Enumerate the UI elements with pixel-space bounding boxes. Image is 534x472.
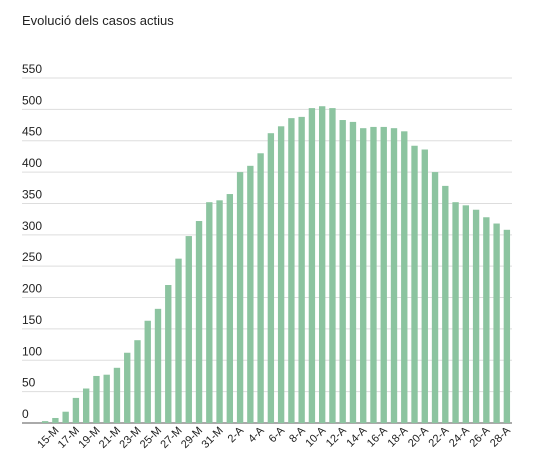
y-tick-label: 150 [22,313,42,327]
x-tick-label: 20-A [406,424,431,449]
bar [431,172,439,423]
bar [370,126,377,423]
bar [318,106,326,424]
bar [339,120,346,423]
bar [154,308,162,423]
y-tick-label: 400 [22,156,42,170]
bar [421,149,428,423]
x-tick-label: 19-M [76,425,102,451]
bar [503,229,511,423]
x-tick-label: 25-M [138,425,164,451]
bar [462,205,470,423]
bars [41,106,511,424]
x-tick-label: 21-M [97,425,123,451]
x-tick-label: 12-A [324,424,349,449]
bar [483,217,490,423]
bar [349,121,357,423]
bar [236,172,244,423]
x-tick-label: 28-A [488,424,513,449]
bar [62,411,69,423]
bar [82,388,90,423]
bar [93,375,100,423]
bar [226,194,234,423]
x-tick-label: 16-A [365,424,390,449]
y-axis-ticks: 0 50 100 150 200 250 300 350 400 450 500 550 [22,62,42,421]
bar [360,128,367,423]
bar [216,200,223,423]
bar [308,108,316,423]
bar [144,320,151,423]
bar [472,209,480,423]
x-tick-label: 31-M [199,425,225,451]
y-tick-label: 300 [22,219,42,233]
bar [195,221,203,423]
x-tick-label: 24-A [447,424,472,449]
bar [329,108,336,423]
y-tick-label: 250 [22,250,42,264]
bar [401,131,408,423]
grid-lines [22,77,512,424]
bar [103,374,110,423]
bar [298,116,305,424]
bar [442,185,449,423]
bar [267,133,275,423]
y-tick-label: 0 [22,407,29,421]
bar [52,417,59,423]
x-tick-label: 2-A [226,424,247,445]
bar [452,202,459,423]
x-tick-label: 10-A [303,424,328,449]
bar [72,397,80,423]
bar [380,126,387,423]
x-tick-label: 27-M [158,425,184,451]
x-axis-ticks: 15-M17-M19-M21-M23-M25-M27-M29-M31-M 2-A 4… [35,424,513,451]
bar [165,285,172,423]
bar [124,352,131,423]
bar [493,223,500,423]
x-tick-label: 29-M [179,425,205,451]
x-tick-label: 4-A [246,424,267,445]
x-tick-label: 26-A [468,424,493,449]
y-tick-label: 200 [22,282,42,296]
y-tick-label: 450 [22,125,42,139]
x-tick-label: 22-A [427,424,452,449]
y-tick-label: 100 [22,344,42,358]
x-tick-label: 18-A [385,424,410,449]
chart-title: Evolució dels casos actius [22,13,174,28]
x-tick-label: 6-A [267,424,288,445]
bar [390,128,398,423]
bar [175,258,182,423]
x-tick-label: 14-A [344,424,369,449]
bar [288,118,295,424]
bar [411,145,418,423]
bar [41,421,49,423]
bar [134,340,141,423]
y-tick-label: 550 [22,62,42,76]
bar [206,202,213,423]
y-tick-label: 350 [22,187,42,201]
bar [277,126,285,424]
bar [113,367,121,423]
bar [185,236,192,423]
x-tick-label: 23-M [117,425,143,451]
bar [257,153,264,424]
x-tick-label: 17-M [56,425,82,451]
bar [247,165,254,423]
y-tick-label: 50 [22,376,36,390]
y-tick-label: 500 [22,93,42,107]
x-tick-label: 15-M [35,425,61,451]
